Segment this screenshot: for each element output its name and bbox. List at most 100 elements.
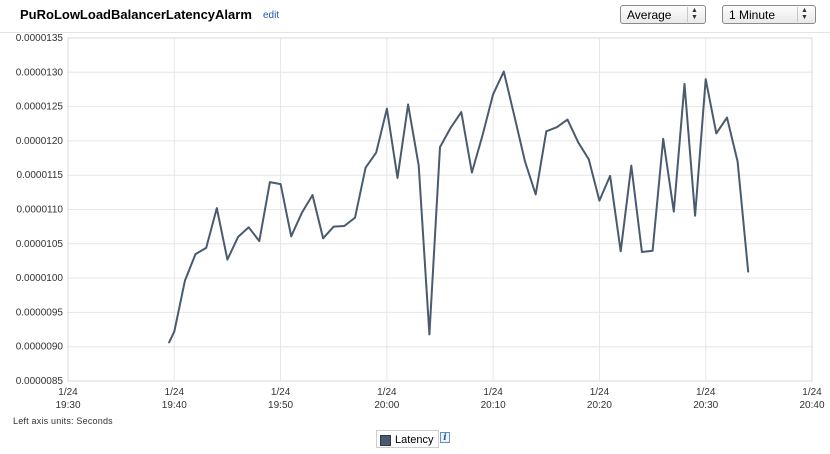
data-point — [173, 330, 176, 333]
data-point — [439, 146, 441, 148]
data-point — [619, 250, 622, 253]
x-tick-time: 19:50 — [268, 400, 293, 411]
y-tick-label: 0.0000100 — [16, 273, 64, 284]
data-point — [726, 116, 728, 119]
y-tick-label: 0.0000105 — [16, 239, 64, 250]
data-point — [428, 333, 431, 336]
x-tick-time: 20:10 — [481, 400, 506, 411]
statistic-select-value: Average — [627, 8, 672, 22]
data-point — [481, 134, 484, 137]
y-tick-label: 0.0000090 — [16, 342, 64, 353]
data-point — [343, 225, 346, 227]
data-point — [386, 107, 388, 110]
x-tick-date: 1/24 — [483, 387, 503, 398]
data-point — [502, 70, 505, 73]
data-point — [205, 247, 207, 249]
x-tick-date: 1/24 — [165, 387, 185, 398]
data-point — [269, 181, 271, 183]
data-point — [364, 166, 367, 169]
data-point — [407, 103, 409, 106]
series-line-latency — [168, 70, 750, 344]
x-tick-date: 1/24 — [271, 387, 291, 398]
x-tick-date: 1/24 — [377, 387, 397, 398]
axis-units-label: Left axis units: Seconds — [13, 416, 113, 426]
x-tick-time: 20:30 — [693, 400, 718, 411]
data-point — [258, 240, 261, 242]
y-tick-label: 0.0000125 — [16, 102, 64, 113]
y-tick-label: 0.0000095 — [16, 307, 64, 318]
period-select-value: 1 Minute — [729, 8, 776, 22]
data-point — [715, 132, 718, 135]
legend-label: Latency — [395, 434, 434, 446]
data-point — [290, 235, 293, 238]
data-point — [588, 158, 590, 161]
data-point — [226, 258, 229, 261]
data-point — [598, 199, 601, 202]
data-point — [662, 138, 664, 140]
data-point — [694, 214, 696, 217]
y-tick-label: 0.0000135 — [16, 33, 64, 44]
plot-area-border — [67, 37, 813, 382]
data-point — [736, 160, 739, 163]
y-tick-label: 0.0000110 — [16, 205, 63, 216]
data-point — [168, 341, 170, 344]
chevron-updown-icon: ▲ ▼ — [797, 7, 811, 22]
data-point — [471, 171, 473, 174]
statistic-select[interactable]: Average ▲ ▼ — [620, 5, 706, 24]
data-point — [534, 193, 537, 196]
data-point — [577, 141, 579, 144]
data-point — [449, 127, 452, 129]
data-point — [460, 111, 463, 113]
data-point — [524, 160, 526, 163]
data-point — [630, 164, 633, 167]
data-point — [311, 194, 314, 196]
x-tick-time: 20:20 — [587, 400, 612, 411]
alarm-title: PuRoLowLoadBalancerLatencyAlarm — [20, 7, 252, 22]
y-tick-label: 0.0000130 — [16, 67, 64, 78]
data-point — [332, 225, 335, 228]
y-tick-label: 0.0000120 — [16, 136, 64, 147]
header-divider — [0, 32, 830, 33]
edit-link[interactable]: edit — [263, 10, 280, 21]
legend-item-latency[interactable]: Latency — [376, 430, 439, 448]
period-select[interactable]: 1 Minute ▲ ▼ — [722, 5, 816, 24]
data-point — [747, 271, 750, 273]
data-point — [704, 78, 707, 80]
data-point — [354, 216, 356, 219]
data-point — [513, 115, 516, 118]
data-point — [322, 237, 324, 240]
data-point — [556, 126, 558, 128]
data-point — [609, 175, 611, 177]
data-point — [417, 164, 420, 167]
x-tick-time: 20:40 — [799, 400, 824, 411]
data-point — [247, 226, 250, 229]
chevron-updown-icon: ▲ ▼ — [687, 7, 701, 22]
data-point — [194, 253, 197, 255]
y-tick-label: 0.0000115 — [16, 170, 63, 181]
data-point — [492, 93, 494, 96]
data-point — [375, 151, 378, 154]
x-tick-time: 19:30 — [55, 400, 80, 411]
x-tick-time: 19:40 — [162, 400, 187, 411]
x-tick-date: 1/24 — [58, 387, 78, 398]
data-point — [683, 83, 686, 85]
y-tick-label: 0.0000085 — [16, 376, 64, 387]
info-icon[interactable]: i — [440, 432, 450, 443]
x-tick-date: 1/24 — [696, 387, 716, 398]
data-point — [237, 236, 239, 238]
x-tick-time: 20:00 — [374, 400, 399, 411]
data-point — [301, 212, 303, 214]
data-point — [279, 183, 282, 185]
x-tick-date: 1/24 — [590, 387, 610, 398]
legend-swatch — [380, 434, 391, 446]
data-point — [545, 130, 548, 133]
data-point — [184, 280, 186, 282]
data-point — [566, 118, 569, 121]
data-point — [651, 249, 654, 252]
x-tick-date: 1/24 — [802, 387, 822, 398]
data-point — [641, 251, 643, 253]
data-point — [673, 210, 675, 213]
data-point — [216, 207, 218, 209]
data-point — [396, 177, 399, 179]
